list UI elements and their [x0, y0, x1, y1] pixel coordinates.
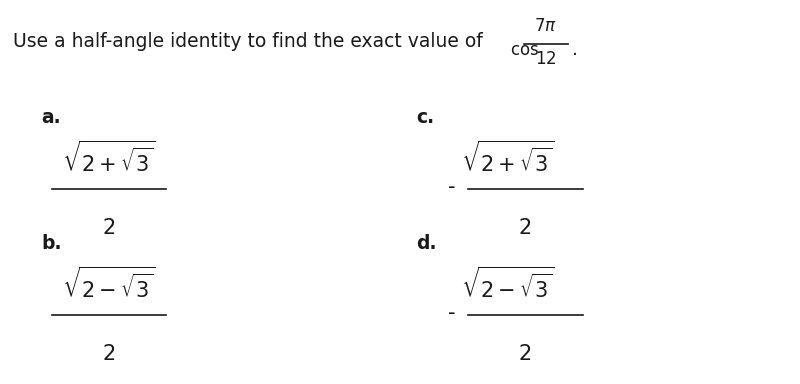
Text: c.: c. — [416, 108, 434, 127]
Text: 2: 2 — [102, 218, 116, 238]
Text: d.: d. — [416, 234, 437, 253]
Text: 2: 2 — [102, 344, 116, 364]
Text: $7\pi$: $7\pi$ — [534, 17, 558, 35]
Text: Use a half-angle identity to find the exact value of: Use a half-angle identity to find the ex… — [14, 32, 483, 51]
Text: 2: 2 — [518, 218, 532, 238]
Text: .: . — [572, 40, 578, 59]
Text: b.: b. — [42, 234, 62, 253]
Text: -: - — [448, 303, 455, 323]
Text: $12$: $12$ — [535, 50, 557, 68]
Text: 2: 2 — [518, 344, 532, 364]
Text: $\mathregular{cos}$: $\mathregular{cos}$ — [510, 41, 539, 59]
Text: $\sqrt{2+\sqrt{3}}$: $\sqrt{2+\sqrt{3}}$ — [62, 140, 156, 175]
Text: $\sqrt{2-\sqrt{3}}$: $\sqrt{2-\sqrt{3}}$ — [62, 265, 156, 301]
Text: $\sqrt{2+\sqrt{3}}$: $\sqrt{2+\sqrt{3}}$ — [461, 140, 554, 175]
Text: -: - — [448, 177, 455, 197]
Text: a.: a. — [42, 108, 61, 127]
Text: $\sqrt{2-\sqrt{3}}$: $\sqrt{2-\sqrt{3}}$ — [461, 265, 554, 301]
